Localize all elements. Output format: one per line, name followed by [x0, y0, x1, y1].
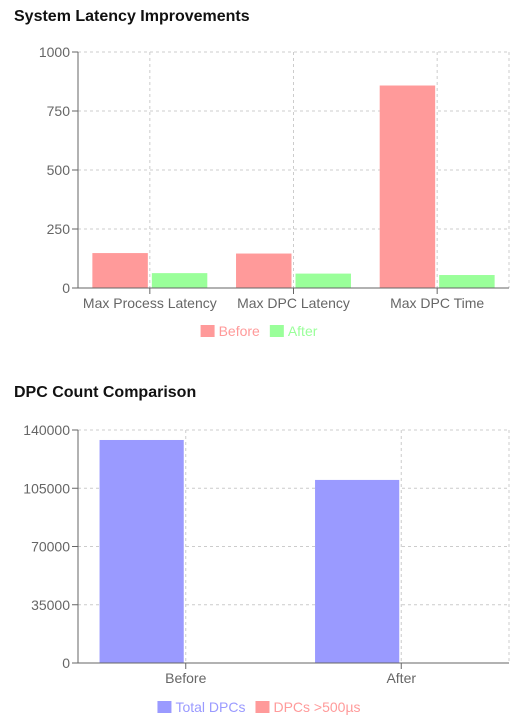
x-tick-label: Before — [165, 670, 206, 686]
legend-label: Total DPCs — [175, 699, 245, 715]
x-tick-label: Max DPC Latency — [237, 295, 350, 311]
y-tick-label: 105000 — [23, 480, 70, 496]
bar — [379, 85, 436, 289]
y-tick-label: 250 — [47, 221, 71, 237]
x-tick-label: Max DPC Time — [390, 295, 484, 311]
bar — [99, 439, 184, 663]
bar — [151, 273, 208, 288]
legend-swatch — [255, 701, 270, 713]
latency-bar-chart: 0 250 500 750 1000 Max Process Latency Max DPC… — [39, 44, 510, 339]
legend-swatch — [157, 701, 172, 713]
legend-label: Before — [219, 323, 260, 339]
y-tick-label: 0 — [62, 280, 70, 296]
chart-title: System Latency Improvements — [14, 8, 250, 25]
y-tick-label: 750 — [47, 103, 71, 119]
x-tick-label: Max Process Latency — [83, 295, 217, 311]
legend-swatch — [269, 325, 284, 337]
x-tick-label: After — [386, 670, 416, 686]
legend-label: DPCs >500µs — [273, 699, 360, 715]
bar — [92, 253, 148, 288]
latency-chart: System Latency Improvements 0 250 500 750 10… — [14, 8, 510, 339]
y-tick-label: 35000 — [31, 597, 70, 613]
chart-title: DPC Count Comparison — [14, 384, 197, 401]
y-tick-label: 500 — [47, 162, 71, 178]
dpc-count-chart: DPC Count Comparison 0 35000 70000 105000 14… — [0, 360, 523, 717]
dpc-count-bar-chart: 0 35000 70000 105000 140000 Before After Total … — [23, 422, 510, 715]
legend-label: After — [288, 323, 318, 339]
bar — [439, 275, 495, 288]
bar — [295, 273, 351, 288]
bar — [236, 253, 292, 288]
y-tick-label: 70000 — [31, 539, 70, 555]
y-tick-label: 1000 — [39, 44, 70, 60]
legend-swatch — [200, 325, 215, 337]
y-tick-label: 140000 — [23, 422, 70, 438]
bar — [315, 479, 400, 663]
y-tick-label: 0 — [62, 655, 70, 671]
